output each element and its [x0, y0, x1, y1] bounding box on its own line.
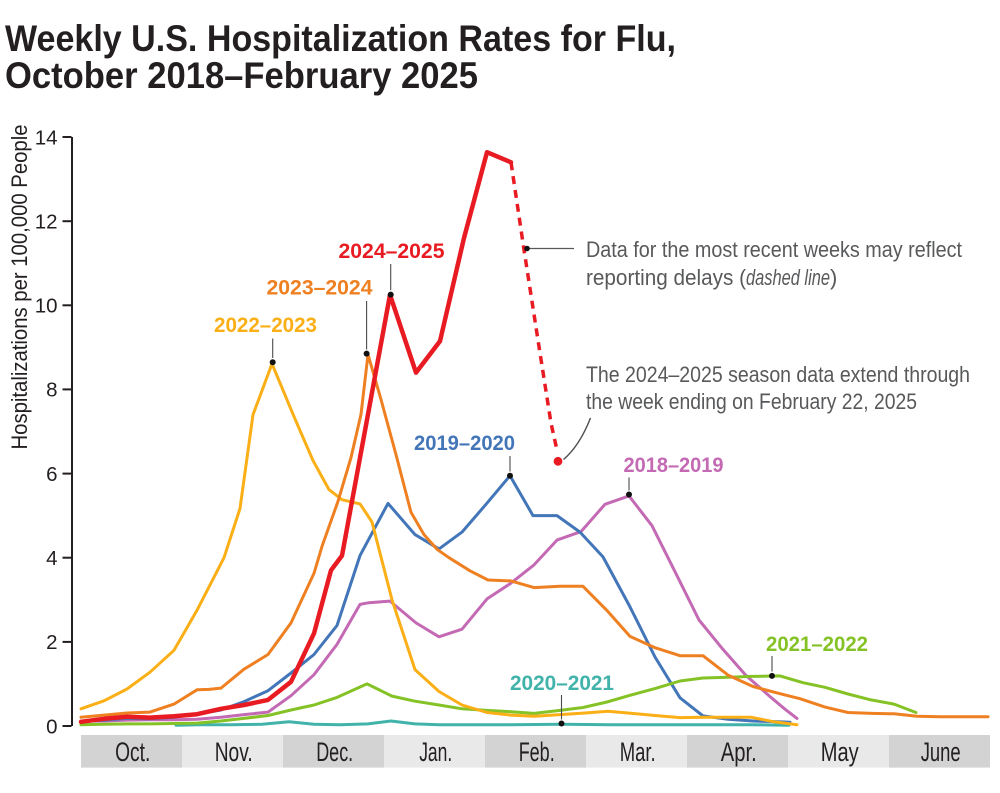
svg-text:2: 2 — [46, 631, 57, 654]
svg-text:reporting delays (: reporting delays ( — [586, 265, 747, 290]
svg-text:12: 12 — [35, 211, 58, 234]
svg-text:Hospitalizations per 100,000 P: Hospitalizations per 100,000 People — [7, 125, 32, 450]
svg-text:): ) — [830, 265, 837, 290]
svg-text:dashed line: dashed line — [746, 265, 830, 290]
svg-text:Jan.: Jan. — [419, 737, 452, 767]
svg-text:Mar.: Mar. — [620, 737, 656, 767]
svg-text:Weekly U.S. Hospitalization Ra: Weekly U.S. Hospitalization Rates for Fl… — [5, 17, 676, 59]
svg-text:2019–2020: 2019–2020 — [414, 432, 515, 455]
svg-text:6: 6 — [46, 463, 57, 486]
svg-text:The 2024–2025 season data exte: The 2024–2025 season data extend through — [586, 362, 970, 387]
svg-text:2022–2023: 2022–2023 — [214, 314, 317, 337]
svg-text:Apr.: Apr. — [721, 737, 757, 767]
svg-text:2020–2021: 2020–2021 — [510, 672, 614, 695]
svg-text:Nov.: Nov. — [215, 737, 253, 767]
svg-text:Dec.: Dec. — [316, 737, 353, 767]
svg-text:2018–2019: 2018–2019 — [624, 454, 724, 477]
svg-text:10: 10 — [35, 295, 58, 318]
svg-text:June: June — [921, 737, 961, 767]
svg-text:0: 0 — [46, 715, 57, 738]
svg-text:May: May — [821, 737, 860, 767]
svg-text:Feb.: Feb. — [519, 737, 555, 767]
svg-text:4: 4 — [46, 547, 57, 570]
svg-text:14: 14 — [35, 126, 58, 149]
svg-text:8: 8 — [46, 379, 57, 402]
svg-text:the week ending on February 22: the week ending on February 22, 2025 — [586, 389, 917, 414]
svg-text:2023–2024: 2023–2024 — [267, 277, 373, 300]
svg-text:Data for the most recent weeks: Data for the most recent weeks may refle… — [586, 237, 962, 262]
svg-text:Oct.: Oct. — [115, 737, 150, 767]
svg-text:October 2018–February 2025: October 2018–February 2025 — [5, 54, 478, 96]
svg-text:2021–2022: 2021–2022 — [766, 633, 868, 656]
svg-text:2024–2025: 2024–2025 — [339, 240, 445, 263]
